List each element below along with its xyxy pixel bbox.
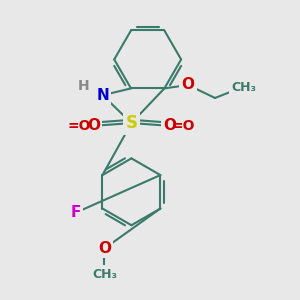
Text: O: O xyxy=(98,241,111,256)
Text: O: O xyxy=(163,118,176,134)
Text: H: H xyxy=(78,79,90,93)
Text: CH₃: CH₃ xyxy=(92,268,117,281)
Text: =O: =O xyxy=(172,119,195,133)
Text: S: S xyxy=(125,114,137,132)
Text: =O: =O xyxy=(68,119,91,133)
Text: O: O xyxy=(87,118,100,134)
Text: F: F xyxy=(70,205,81,220)
Text: N: N xyxy=(96,88,109,103)
Text: O: O xyxy=(182,77,195,92)
Text: CH₃: CH₃ xyxy=(232,81,257,94)
